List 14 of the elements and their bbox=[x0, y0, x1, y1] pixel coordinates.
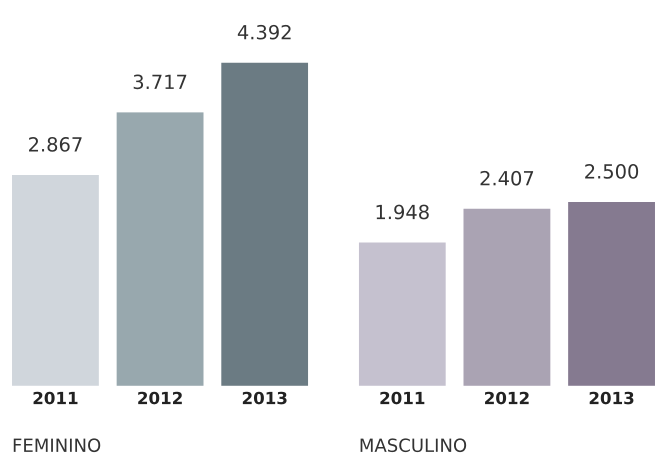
x-tick-label: 2013 bbox=[590, 392, 634, 404]
data-label: 2.500 bbox=[585, 164, 638, 179]
x-axis-title: MASCULINO bbox=[360, 438, 466, 452]
data-label: 4.392 bbox=[238, 24, 291, 40]
x-tick-label: 2011 bbox=[380, 392, 424, 404]
data-label: 3.717 bbox=[134, 74, 186, 90]
x-tick-label: 2012 bbox=[138, 392, 182, 404]
data-label: 1.948 bbox=[376, 204, 429, 220]
x-axis-title: FEMININO bbox=[14, 438, 100, 452]
x-tick-label: 2013 bbox=[242, 392, 287, 404]
x-tick-label: 2011 bbox=[34, 392, 78, 404]
data-label: 2.407 bbox=[480, 170, 534, 186]
x-tick-label: 2012 bbox=[485, 392, 529, 404]
data-label: 2.867 bbox=[29, 137, 82, 152]
